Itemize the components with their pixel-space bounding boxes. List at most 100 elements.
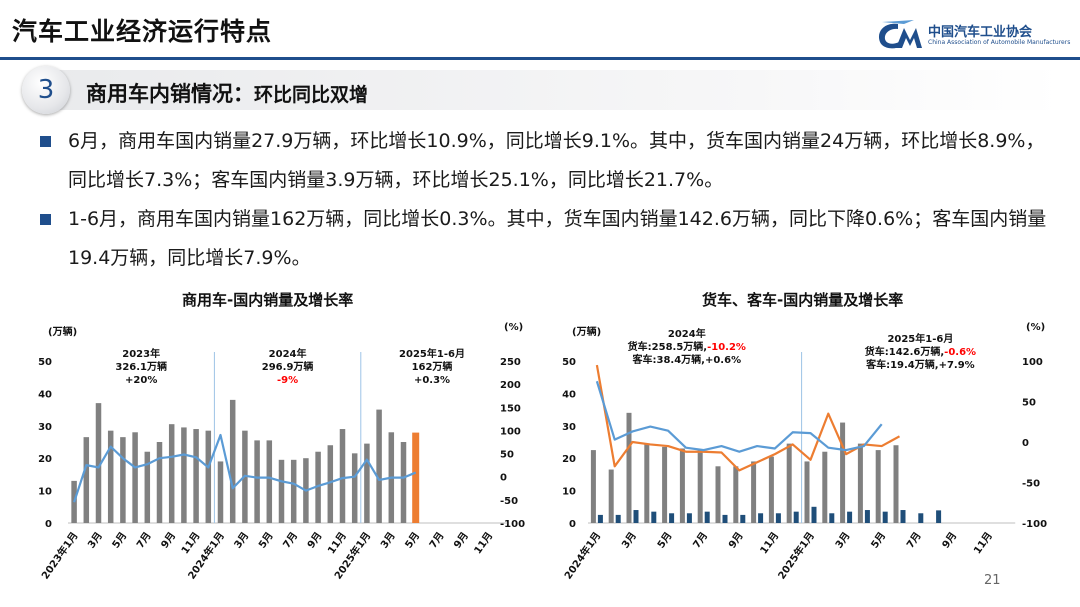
chart2-bus-bar <box>651 511 657 523</box>
chart1-y2-tick-label: 200 <box>500 380 521 391</box>
chart1-bar <box>156 442 163 523</box>
chart1-y-tick-label: 20 <box>38 454 52 465</box>
chart2-y-tick-label: 30 <box>562 422 576 433</box>
chart2-truck-bar <box>822 451 828 523</box>
chart-commercial-vehicles: (万辆) (%) 0 10 20 30 40 50 -100 -50 0 50 100 150 200 250… <box>38 322 525 582</box>
chart2-x-tick-label: 2025年1月 <box>775 529 817 581</box>
chart2-bus-bar <box>882 511 888 523</box>
chart1-bar <box>376 409 382 523</box>
chart2-truck-bar <box>644 443 650 523</box>
chart1-bar <box>132 432 138 523</box>
chart2-truck-bar <box>804 461 810 523</box>
chart1-bar <box>120 437 126 523</box>
bullet-text: 6月，商用车国内销量27.9万辆，环比增长10.9%，同比增长9.1%。其中，货… <box>68 130 1045 191</box>
bullet-item: 6月，商用车国内销量27.9万辆，环比增长10.9%，同比增长9.1%。其中，货… <box>40 122 1060 200</box>
chart2-annotation-bus: 客车:38.4万辆,+0.6% <box>632 353 742 366</box>
section-number-badge: 3 <box>22 66 70 114</box>
bullet-list: 6月，商用车国内销量27.9万辆，环比增长10.9%，同比增长9.1%。其中，货… <box>40 122 1060 278</box>
chart2-x-tick-label: 7月 <box>691 530 711 551</box>
caam-logo-icon <box>878 20 922 49</box>
chart2-bus-bar <box>936 510 942 523</box>
chart2-truck-bar <box>590 450 596 523</box>
chart1-bar <box>278 459 285 523</box>
chart2-bus-bar <box>811 506 817 523</box>
chart1-x-tick-label: 3月 <box>85 530 105 551</box>
chart2-truck-bar <box>626 412 632 523</box>
chart1-y-tick-label: 50 <box>38 357 52 368</box>
chart1-bar <box>327 445 334 523</box>
chart1-bar <box>205 430 212 523</box>
slide-header: 汽车工业经济运行特点 中国汽车工业协会 China Association of… <box>0 0 1080 60</box>
chart2-truck-bar <box>715 466 721 523</box>
chart1-annotation-period: 2025年1-6月 <box>399 347 465 360</box>
chart1-bar <box>107 430 114 523</box>
chart1-bar <box>95 403 102 523</box>
chart1-y-tick-label: 30 <box>38 422 52 433</box>
chart1-x-tick-label: 11月 <box>179 530 203 556</box>
chart2-bus-bar <box>758 513 764 523</box>
chart2-annotation-truck-total: 货车:142.6万辆, <box>865 345 944 358</box>
chart2-y2-tick-label: 50 <box>1022 398 1036 409</box>
chart2-truck-bar <box>768 456 774 523</box>
chart1-y2-tick-label: 0 <box>500 473 507 484</box>
chart1-x-tick-label: 3月 <box>378 530 398 551</box>
chart2-y2-tick-label: 100 <box>1022 357 1043 368</box>
chart1-bar <box>229 399 236 523</box>
chart1-y2-axis-unit: (%) <box>504 322 523 333</box>
chart2-y-axis-unit: (万辆) <box>572 325 601 338</box>
chart1-x-tick-label: 11月 <box>325 530 349 556</box>
chart2-bus-bar <box>669 513 675 523</box>
chart2-y2-tick-label: 0 <box>1022 438 1029 449</box>
chart1-x-tick-label: 11月 <box>472 530 496 556</box>
chart1-bar <box>254 440 260 523</box>
chart1-y-tick-label: 10 <box>38 487 52 498</box>
chart1-annotation-growth: +20% <box>125 375 157 386</box>
chart1-x-tick-label: 7月 <box>427 530 447 551</box>
chart-truck-bus: (万辆) (%) 0 10 20 30 40 50 -100 -50 0 50 100 2024年1月 3月… <box>561 322 1047 582</box>
chart2-bus-bar <box>686 513 692 523</box>
chart2-bus-bar <box>918 513 924 523</box>
chart2-truck-bar <box>840 422 846 523</box>
chart2-bus-bar <box>633 510 639 523</box>
chart1-bar-highlight <box>412 432 420 523</box>
page-number: 21 <box>984 573 1001 588</box>
chart2-truck-bar <box>751 461 757 523</box>
chart1-y2-tick-label: 100 <box>500 426 521 437</box>
chart1-bar <box>400 442 407 523</box>
chart2-y-tick-label: 10 <box>562 487 576 498</box>
chart1-x-tick-label: 5月 <box>256 530 276 551</box>
chart2-y-tick-label: 0 <box>569 519 576 530</box>
chart2-truck-growth-line <box>595 364 901 472</box>
chart2-bus-bar <box>793 511 799 523</box>
chart2-bus-bar <box>829 513 835 523</box>
chart2-x-tick-label: 2024年1月 <box>561 529 603 581</box>
chart1-annotation-growth: -9% <box>277 375 298 386</box>
chart1-annotation-total: 162万辆 <box>412 360 453 373</box>
chart1-x-tick-label: 7月 <box>281 530 301 551</box>
chart2-truck-bar <box>697 450 703 523</box>
chart2-x-tick-label: 11月 <box>758 530 782 556</box>
chart1-bar <box>193 429 199 523</box>
chart1-y-tick-label: 40 <box>38 389 52 400</box>
chart1-annotation-period: 2024年 <box>269 347 307 360</box>
chart2-title: 货车、客车-国内销量及增长率 <box>702 291 904 309</box>
chart2-annotation-period: 2024年 <box>668 327 706 340</box>
chart2-truck-bar <box>679 448 685 523</box>
chart1-x-tick-label: 9月 <box>305 530 325 551</box>
chart1-x-tick-label: 5月 <box>110 530 130 551</box>
chart1-bar <box>181 427 187 523</box>
chart1-x-tick-label: 7月 <box>134 530 154 551</box>
header-divider <box>0 57 1080 60</box>
chart2-annotation-truck: 货车:142.6万辆,-0.6% <box>865 345 976 358</box>
logo-english-name: China Association of Automobile Manufact… <box>928 39 1071 46</box>
chart1-x-tick-label: 9月 <box>451 530 471 551</box>
chart2-bus-bar <box>615 514 621 523</box>
chart2-truck-bar <box>786 443 792 523</box>
chart2-x-tick-label: 9月 <box>940 530 960 551</box>
chart2-y-tick-label: 20 <box>562 454 576 465</box>
chart1-title: 商用车-国内销量及增长率 <box>182 291 354 309</box>
chart2-x-tick-label: 3月 <box>619 530 639 551</box>
section-bar <box>32 70 1062 110</box>
chart1-y-tick-label: 0 <box>45 519 52 530</box>
chart1-annotation-period: 2023年 <box>122 347 160 360</box>
